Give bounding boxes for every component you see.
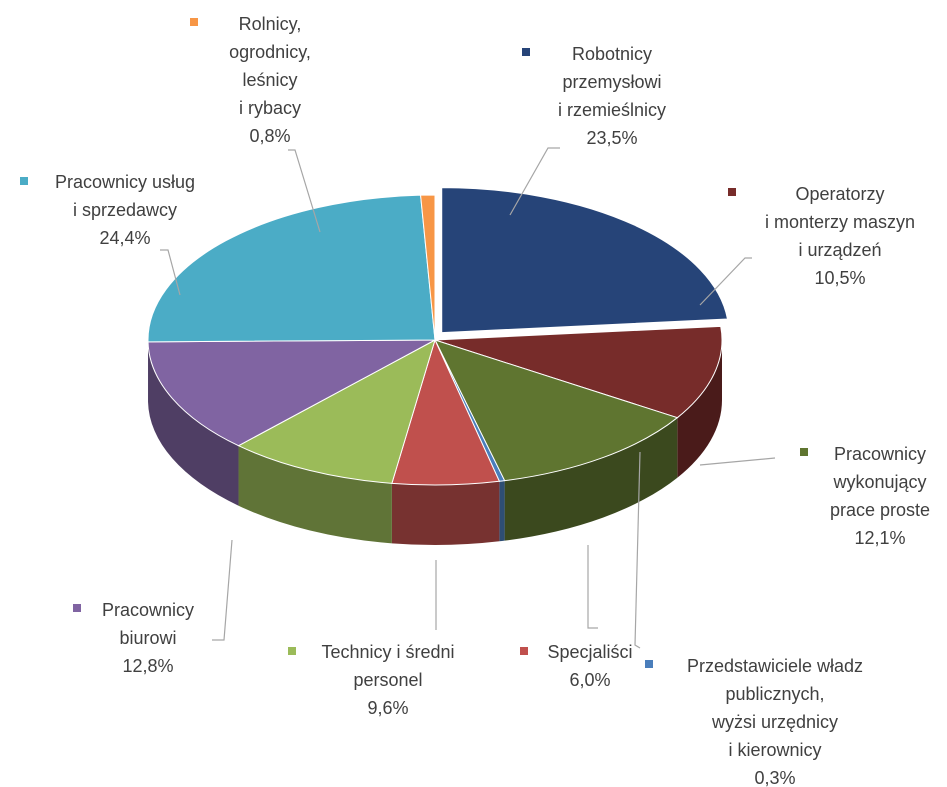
category-label: Rolnicy, ogrodnicy, leśnicy i rybacy xyxy=(229,14,311,118)
leader-line xyxy=(587,545,598,629)
leader-line xyxy=(699,457,776,466)
legend-marker xyxy=(522,48,530,56)
leader-line xyxy=(509,147,560,216)
data-label: Pracownicy wykonujący prace proste 12,1% xyxy=(805,440,947,552)
data-label: Rolnicy, ogrodnicy, leśnicy i rybacy 0,8% xyxy=(200,10,340,150)
category-label: Pracownicy biurowi xyxy=(101,600,195,648)
value-label: 6,0% xyxy=(569,670,611,690)
slice-side xyxy=(391,481,500,545)
legend-marker xyxy=(800,448,808,456)
value-label: 24,4% xyxy=(99,228,151,248)
value-label: 0,3% xyxy=(754,768,796,787)
slice-side xyxy=(677,340,722,478)
value-label: 9,6% xyxy=(367,698,409,718)
category-label: Pracownicy usług i sprzedawcy xyxy=(54,172,196,220)
value-label: 0,8% xyxy=(249,126,291,146)
data-label: Pracownicy biurowi 12,8% xyxy=(73,596,223,680)
category-label: Przedstawiciele władz publiczny­ch, wyżs… xyxy=(686,656,864,760)
slice xyxy=(441,187,729,334)
data-label: Operatorzy i monterzy maszyn i urządzeń 1… xyxy=(740,180,940,292)
slice-side xyxy=(148,341,239,506)
slice xyxy=(237,338,436,484)
leader-line xyxy=(634,451,641,649)
category-label: Specjaliści xyxy=(547,642,633,662)
leader-line xyxy=(212,539,233,641)
slice xyxy=(434,339,679,482)
data-label: Przedstawiciele władz publiczny­ch, wyżs… xyxy=(655,652,895,787)
slice xyxy=(434,325,723,419)
value-label: 10,5% xyxy=(814,268,866,288)
legend-marker xyxy=(520,647,528,655)
legend-marker xyxy=(728,188,736,196)
legend-marker xyxy=(73,604,81,612)
category-label: Technicy i średni personel xyxy=(321,642,455,690)
category-label: Pracownicy wykonujący prace proste xyxy=(829,444,931,520)
slice-side xyxy=(499,480,505,542)
data-label: Robotnicy przemysłowi i rzemieślnicy 23,5… xyxy=(512,40,712,152)
slice xyxy=(147,339,436,447)
value-label: 23,5% xyxy=(586,128,638,148)
data-label: Technicy i średni personel 9,6% xyxy=(288,638,488,722)
category-label: Operatorzy i monterzy maszyn i urządzeń xyxy=(764,184,916,260)
legend-marker xyxy=(288,647,296,655)
slice-side xyxy=(504,417,678,541)
leader-line xyxy=(160,249,181,296)
category-label: Robotnicy przemysłowi i rzemieślnicy xyxy=(557,44,667,120)
legend-marker xyxy=(20,177,28,185)
value-label: 12,8% xyxy=(122,656,174,676)
legend-marker xyxy=(645,660,653,668)
data-label: Specjaliści 6,0% xyxy=(530,638,650,694)
legend-marker xyxy=(190,18,198,26)
value-label: 12,1% xyxy=(854,528,906,548)
data-label: Pracownicy usług i sprzedawcy 24,4% xyxy=(20,168,230,252)
slice xyxy=(420,194,436,341)
slice-side xyxy=(238,445,392,544)
leader-line xyxy=(288,149,321,233)
slice xyxy=(147,194,436,343)
leader-line xyxy=(699,257,752,306)
